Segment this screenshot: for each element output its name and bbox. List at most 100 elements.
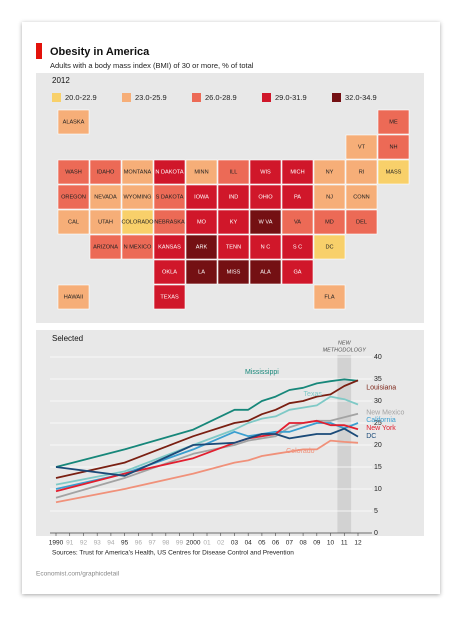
state	[281, 184, 314, 210]
state-label: COLORADO	[121, 219, 154, 225]
footer: Economist.com/graphicdetail	[36, 571, 120, 578]
state-label: HAWAII	[64, 294, 84, 300]
state-label: WIS	[260, 169, 271, 175]
state-label: TENN	[226, 244, 241, 250]
series-label: Louisiana	[366, 385, 396, 392]
state-label: MICH	[290, 169, 304, 175]
map-title: 2012	[52, 76, 70, 85]
state-label: OREGON	[61, 194, 86, 200]
state	[121, 234, 154, 260]
state-label: DC	[325, 244, 333, 250]
state	[281, 159, 314, 185]
state	[217, 234, 250, 260]
state-label: RI	[359, 169, 365, 175]
state-label: W VA	[259, 219, 273, 225]
state-label: LA	[198, 269, 205, 275]
state	[153, 284, 186, 310]
state	[377, 109, 410, 135]
y-tick-label: 25	[374, 420, 382, 427]
state	[153, 209, 186, 235]
x-tick-label: 97	[148, 540, 156, 547]
x-tick-label: 91	[66, 540, 74, 547]
state-label: ARIZONA	[93, 244, 118, 250]
annotation: NEW	[338, 340, 352, 346]
x-tick-label: 10	[327, 540, 335, 547]
state	[313, 184, 346, 210]
state-label: VT	[358, 144, 366, 150]
state	[121, 159, 154, 185]
state-label: NEVADA	[94, 194, 117, 200]
series-line	[55, 439, 359, 504]
state-label: MISS	[227, 269, 241, 275]
state	[89, 184, 122, 210]
state	[249, 259, 282, 285]
accent	[36, 43, 42, 59]
series-line	[55, 378, 359, 468]
series-label: Texas	[304, 391, 323, 398]
state-label: KANSAS	[158, 244, 181, 250]
subtitle: Adults with a body mass index (BMI) of 3…	[50, 61, 254, 70]
annotation: METHODOLOGY	[323, 347, 367, 353]
state	[89, 159, 122, 185]
state	[217, 259, 250, 285]
legend-swatch	[52, 93, 61, 102]
legend-label: 29.0-31.9	[275, 93, 307, 102]
x-tick-label: 05	[258, 540, 266, 547]
state-label: CONN	[353, 194, 369, 200]
legend-swatch	[192, 93, 201, 102]
title: Obesity in America	[50, 46, 150, 58]
state	[57, 184, 90, 210]
y-tick-label: 5	[374, 508, 378, 515]
state-label: IOWA	[194, 194, 209, 200]
state-label: GA	[293, 269, 301, 275]
state-label: S DAKOTA	[156, 194, 184, 200]
methodology-band	[337, 355, 352, 533]
state	[185, 259, 218, 285]
state-label: NY	[326, 169, 334, 175]
state	[377, 159, 410, 185]
legend-label: 32.0-34.9	[345, 93, 377, 102]
legend-swatch	[332, 93, 341, 102]
x-tick-label: 96	[135, 540, 143, 547]
y-tick-label: 0	[374, 530, 378, 537]
x-tick-label: 02	[217, 540, 225, 547]
state-label: CAL	[68, 219, 79, 225]
state	[345, 209, 378, 235]
x-tick-label: 07	[286, 540, 294, 547]
state-label: ARK	[196, 244, 208, 250]
state	[121, 184, 154, 210]
legend-swatch	[262, 93, 271, 102]
state-label: NH	[389, 144, 397, 150]
series-line	[55, 422, 359, 490]
series-line	[55, 412, 359, 499]
x-tick-label: 12	[354, 540, 362, 547]
state-label: PA	[294, 194, 301, 200]
state	[153, 259, 186, 285]
x-tick-label: 95	[121, 540, 129, 547]
x-tick-label: 92	[80, 540, 88, 547]
state-label: VA	[294, 219, 301, 225]
state-label: OKLA	[162, 269, 177, 275]
state-label: MINN	[194, 169, 208, 175]
x-tick-label: 09	[313, 540, 321, 547]
state-label: KY	[230, 219, 238, 225]
state-label: ALASKA	[63, 119, 85, 125]
state-label: NJ	[326, 194, 333, 200]
x-tick-label: 08	[299, 540, 307, 547]
state	[57, 109, 90, 135]
state	[249, 209, 282, 235]
state-label: WYOMING	[124, 194, 152, 200]
x-tick-label: 04	[245, 540, 253, 547]
state-label: MD	[325, 219, 334, 225]
state	[313, 209, 346, 235]
y-tick-label: 40	[374, 354, 382, 361]
state	[153, 234, 186, 260]
state	[281, 259, 314, 285]
series-label: California	[366, 417, 396, 424]
state-label: NEBRASKA	[154, 219, 185, 225]
legend-label: 26.0-28.9	[205, 93, 237, 102]
legend-swatch	[122, 93, 131, 102]
state-label: ME	[389, 119, 398, 125]
series-line	[55, 379, 359, 479]
